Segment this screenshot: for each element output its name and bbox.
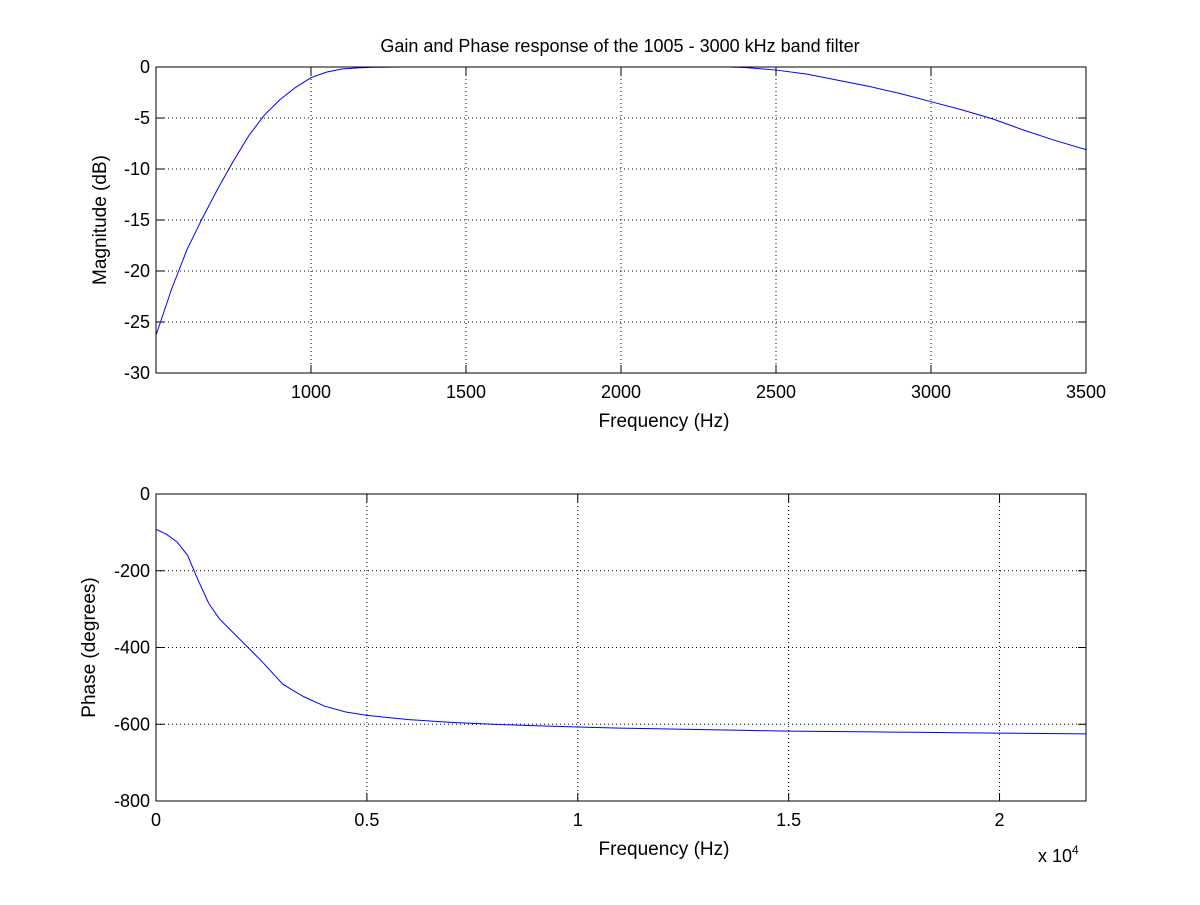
plot1-y-axis-label: Magnitude (dB): [90, 155, 111, 285]
plot2-x-multiplier-exponent: 4: [1072, 843, 1079, 857]
plot2-x-tick-label: 1: [573, 810, 583, 830]
plot1-y-tick-label: -5: [134, 108, 150, 128]
plot1-y-tick-label: -25: [124, 312, 150, 332]
plot2-axes-frame: [155, 493, 1087, 802]
plot2-x-tick-label: 2: [995, 810, 1005, 830]
plot2-y-tick-label: -800: [114, 791, 150, 811]
plot1-x-axis-label: Frequency (Hz): [599, 411, 730, 432]
plot1-y-tick-label: -20: [124, 261, 150, 281]
plot1-x-tick-label: 2500: [756, 382, 796, 402]
plot1-series-line: [156, 67, 405, 336]
plot1-x-tick-label: 1500: [446, 382, 486, 402]
chart-title: Gain and Phase response of the 1005 - 30…: [380, 36, 859, 56]
plot1-x-tick-label: 1000: [291, 382, 331, 402]
plot1-x-tick-label: 2000: [601, 382, 641, 402]
plot1-x-tick-label: 3500: [1066, 382, 1106, 402]
plot1-x-tick-label: 3000: [911, 382, 951, 402]
plot1-series-line: [729, 67, 1086, 151]
plot2-x-axis-label: Frequency (Hz): [599, 839, 730, 860]
plot2-x-multiplier: x 104: [1038, 843, 1079, 866]
plot1-axes-frame: [155, 66, 1087, 374]
plot1-y-tick-label: -30: [124, 363, 150, 383]
plot1-y-tick-label: -15: [124, 210, 150, 230]
plot2-x-tick-label: 0.5: [354, 810, 379, 830]
plot2-y-tick-label: -600: [114, 714, 150, 734]
plot2-y-tick-label: 0: [140, 484, 150, 504]
plot1-y-tick-label: 0: [140, 57, 150, 77]
plot1-y-tick-label: -10: [124, 159, 150, 179]
plot2-x-tick-label: 1.5: [776, 810, 801, 830]
plot2-y-tick-label: -400: [114, 638, 150, 658]
plot2-series-line: [156, 528, 1086, 735]
plot2-y-tick-label: -200: [114, 561, 150, 581]
plot2-x-tick-label: 0: [151, 810, 161, 830]
plot2-y-axis-label: Phase (degrees): [79, 577, 100, 717]
